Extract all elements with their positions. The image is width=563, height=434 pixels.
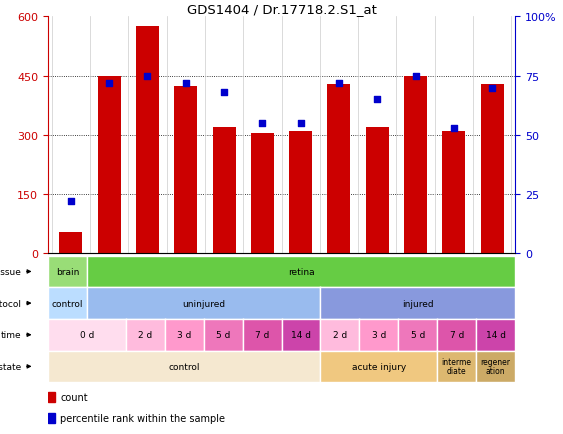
Point: [296, 120, 305, 127]
Text: protocol: protocol: [0, 299, 21, 308]
Text: injured: injured: [402, 299, 434, 308]
Bar: [59, 232, 82, 254]
Text: 2 d: 2 d: [333, 330, 347, 339]
Point: [334, 80, 343, 87]
Text: 7 d: 7 d: [449, 330, 464, 339]
Text: count: count: [60, 392, 88, 402]
Bar: [213, 128, 235, 254]
Text: 14 d: 14 d: [291, 330, 311, 339]
Text: 0 d: 0 d: [79, 330, 94, 339]
Text: control: control: [52, 299, 83, 308]
Text: 3 d: 3 d: [372, 330, 386, 339]
Text: time: time: [1, 330, 21, 339]
Text: 14 d: 14 d: [486, 330, 506, 339]
Bar: [48, 392, 55, 402]
Point: [220, 89, 229, 96]
Text: 5 d: 5 d: [410, 330, 425, 339]
Point: [143, 73, 152, 80]
Bar: [289, 132, 312, 254]
Bar: [481, 84, 504, 254]
Point: [411, 73, 420, 80]
Text: acute injury: acute injury: [352, 362, 406, 371]
Point: [105, 80, 114, 87]
Point: [373, 97, 382, 104]
Text: interme
diate: interme diate: [442, 358, 472, 375]
Point: [181, 80, 190, 87]
Text: retina: retina: [288, 267, 314, 276]
Text: brain: brain: [56, 267, 79, 276]
Text: tissue: tissue: [0, 267, 21, 276]
Text: control: control: [168, 362, 200, 371]
Text: 3 d: 3 d: [177, 330, 191, 339]
Text: uninjured: uninjured: [182, 299, 225, 308]
Text: 2 d: 2 d: [138, 330, 153, 339]
Point: [449, 125, 458, 132]
Bar: [366, 128, 388, 254]
Title: GDS1404 / Dr.17718.2.S1_at: GDS1404 / Dr.17718.2.S1_at: [186, 3, 377, 16]
Text: 5 d: 5 d: [216, 330, 230, 339]
Bar: [404, 76, 427, 254]
Bar: [443, 132, 466, 254]
Text: 7 d: 7 d: [255, 330, 269, 339]
Point: [488, 85, 497, 92]
Bar: [136, 27, 159, 254]
Text: regener
ation: regener ation: [481, 358, 511, 375]
Bar: [328, 84, 350, 254]
Bar: [48, 413, 55, 423]
Bar: [251, 134, 274, 254]
Point: [258, 120, 267, 127]
Bar: [175, 86, 197, 254]
Point: [66, 198, 75, 205]
Bar: [97, 76, 120, 254]
Text: disease state: disease state: [0, 362, 21, 371]
Text: percentile rank within the sample: percentile rank within the sample: [60, 413, 225, 423]
